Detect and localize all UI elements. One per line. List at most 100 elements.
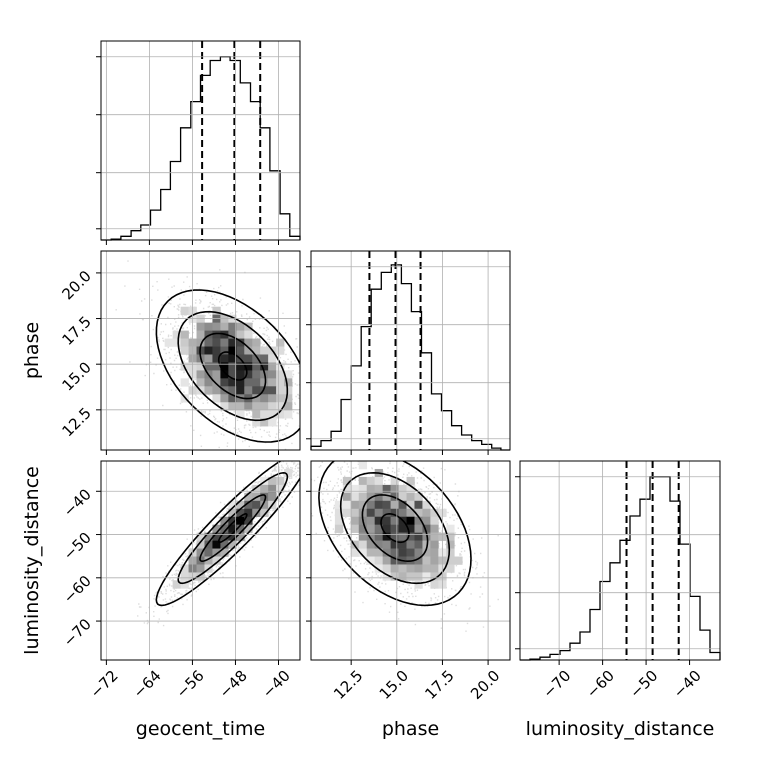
density-cell bbox=[374, 508, 383, 518]
axes-border bbox=[519, 460, 721, 661]
density-cell bbox=[334, 516, 344, 525]
density-cell bbox=[252, 354, 261, 363]
density-cell bbox=[358, 461, 368, 470]
density-cell bbox=[180, 564, 189, 573]
density-cell bbox=[342, 484, 352, 494]
density-cell bbox=[398, 500, 407, 510]
density-cell bbox=[374, 516, 383, 525]
density-cell bbox=[422, 572, 431, 581]
density-cell bbox=[236, 402, 245, 411]
density-cell bbox=[382, 492, 391, 502]
density-cell bbox=[244, 378, 253, 387]
density-cell bbox=[236, 322, 245, 331]
density-cell bbox=[398, 524, 407, 533]
density-cell bbox=[430, 548, 439, 557]
density-cell bbox=[196, 322, 205, 331]
density-cell bbox=[276, 378, 285, 387]
density-cell bbox=[244, 508, 253, 518]
density-cell bbox=[350, 524, 360, 533]
density-cell bbox=[350, 548, 360, 557]
density-cell bbox=[260, 492, 269, 502]
density-cell bbox=[212, 524, 221, 533]
density-cell bbox=[244, 500, 253, 510]
density-cell bbox=[228, 540, 237, 549]
density-cell bbox=[228, 354, 237, 363]
density-cell bbox=[374, 548, 383, 557]
density-cell bbox=[382, 548, 391, 557]
density-cell bbox=[244, 362, 253, 371]
density-cell bbox=[276, 386, 285, 395]
density-cell bbox=[406, 516, 415, 525]
density-cell bbox=[342, 476, 352, 486]
x-tick-label: 12.5 bbox=[330, 667, 366, 703]
density-cell bbox=[284, 468, 293, 478]
density-cell bbox=[180, 572, 189, 581]
axes-frame-2-2 bbox=[515, 460, 721, 665]
density-cell bbox=[244, 516, 253, 525]
density-cell bbox=[196, 338, 205, 347]
density-cell bbox=[220, 354, 229, 363]
x-tick-label: 17.5 bbox=[421, 667, 457, 703]
density-cell bbox=[430, 556, 439, 565]
density-cell bbox=[382, 564, 391, 573]
density-cell bbox=[374, 484, 383, 494]
density-cell bbox=[212, 338, 221, 347]
density-cell bbox=[220, 322, 229, 331]
density-cell bbox=[366, 524, 375, 533]
density-cell bbox=[390, 500, 399, 510]
density-cell bbox=[196, 330, 205, 339]
y-tick-label: −40 bbox=[60, 485, 95, 520]
density-cell bbox=[172, 580, 181, 589]
density-cell bbox=[228, 532, 237, 541]
density-cell bbox=[244, 338, 253, 347]
x-tick-label: −64 bbox=[130, 667, 165, 702]
density-cell bbox=[252, 346, 261, 355]
x-tick-label: −48 bbox=[216, 667, 251, 702]
x-tick-label: −72 bbox=[87, 667, 122, 702]
density-cell bbox=[422, 548, 431, 557]
density-cell bbox=[236, 362, 245, 371]
contour-level-1 bbox=[318, 461, 472, 607]
density-cell bbox=[414, 524, 423, 533]
x-tick-label: −50 bbox=[626, 667, 661, 702]
density-cell bbox=[414, 548, 423, 557]
density-cell bbox=[212, 346, 221, 355]
density-cell bbox=[212, 532, 221, 541]
density-cell bbox=[276, 362, 285, 371]
density-cell bbox=[382, 508, 391, 518]
density-cell bbox=[276, 476, 285, 486]
density-cell bbox=[406, 524, 415, 533]
density-cell bbox=[244, 386, 253, 395]
density-cell bbox=[414, 540, 423, 549]
density-cell bbox=[366, 500, 375, 510]
density-cell bbox=[398, 540, 407, 549]
density-cell bbox=[446, 524, 455, 533]
density-cell bbox=[212, 394, 221, 403]
density-cell bbox=[236, 532, 245, 541]
density-cell bbox=[244, 346, 253, 355]
density-cell bbox=[374, 556, 383, 565]
density-cell bbox=[390, 476, 399, 486]
density-cell bbox=[358, 484, 368, 494]
density-cell bbox=[398, 564, 407, 573]
density-cell bbox=[366, 476, 375, 486]
y-tick-label: −60 bbox=[60, 572, 95, 607]
density-cell bbox=[422, 500, 431, 510]
density-cell bbox=[390, 548, 399, 557]
density-cell bbox=[204, 338, 213, 347]
density-cell bbox=[268, 386, 277, 395]
density-cell bbox=[284, 370, 293, 379]
density-cell bbox=[260, 508, 269, 518]
density-cell bbox=[212, 548, 221, 557]
density-cell bbox=[358, 492, 368, 502]
density-cell bbox=[406, 492, 415, 502]
density-cell bbox=[220, 362, 229, 371]
density-cell bbox=[252, 402, 261, 411]
density-cell bbox=[204, 556, 213, 565]
density-cell bbox=[406, 476, 415, 486]
density-cell bbox=[414, 500, 423, 510]
density-cell bbox=[220, 548, 229, 557]
y-tick-label: 17.5 bbox=[58, 313, 94, 349]
density-cell bbox=[260, 354, 269, 363]
